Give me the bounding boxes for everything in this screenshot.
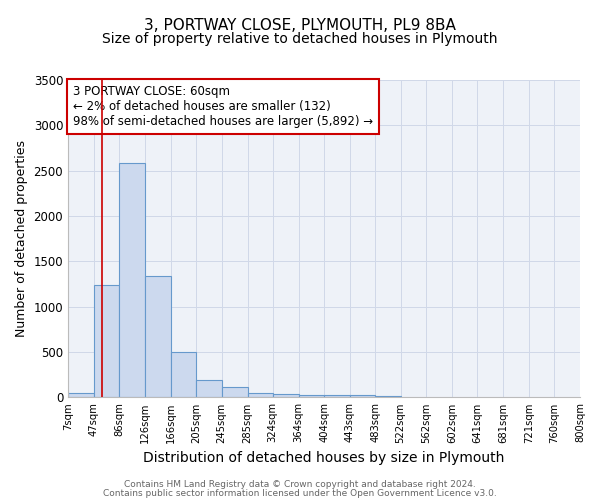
Bar <box>145 276 170 398</box>
X-axis label: Distribution of detached houses by size in Plymouth: Distribution of detached houses by size … <box>143 451 505 465</box>
Bar <box>221 388 248 398</box>
Text: 3 PORTWAY CLOSE: 60sqm
← 2% of detached houses are smaller (132)
98% of semi-det: 3 PORTWAY CLOSE: 60sqm ← 2% of detached … <box>73 85 373 128</box>
Bar <box>272 394 299 398</box>
Bar <box>248 394 272 398</box>
Bar <box>170 352 196 398</box>
Bar <box>94 285 119 398</box>
Text: Contains public sector information licensed under the Open Government Licence v3: Contains public sector information licen… <box>103 488 497 498</box>
Text: 3, PORTWAY CLOSE, PLYMOUTH, PL9 8BA: 3, PORTWAY CLOSE, PLYMOUTH, PL9 8BA <box>144 18 456 32</box>
Bar <box>196 380 221 398</box>
Bar <box>376 396 401 398</box>
Bar <box>299 395 325 398</box>
Bar <box>350 395 376 398</box>
Bar <box>325 395 350 398</box>
Text: Contains HM Land Registry data © Crown copyright and database right 2024.: Contains HM Land Registry data © Crown c… <box>124 480 476 489</box>
Text: Size of property relative to detached houses in Plymouth: Size of property relative to detached ho… <box>102 32 498 46</box>
Bar <box>119 164 145 398</box>
Y-axis label: Number of detached properties: Number of detached properties <box>15 140 28 337</box>
Bar <box>68 393 94 398</box>
